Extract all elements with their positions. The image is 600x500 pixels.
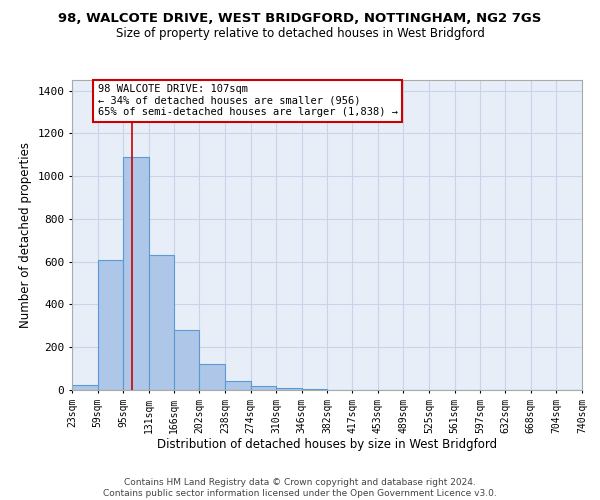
Text: Size of property relative to detached houses in West Bridgford: Size of property relative to detached ho… <box>116 28 484 40</box>
Bar <box>98 260 123 390</box>
Bar <box>174 330 199 390</box>
Bar <box>302 389 328 390</box>
Bar <box>225 382 251 390</box>
Text: 98, WALCOTE DRIVE, WEST BRIDGFORD, NOTTINGHAM, NG2 7GS: 98, WALCOTE DRIVE, WEST BRIDGFORD, NOTTI… <box>58 12 542 26</box>
Bar <box>123 157 149 390</box>
Text: Contains HM Land Registry data © Crown copyright and database right 2024.
Contai: Contains HM Land Registry data © Crown c… <box>103 478 497 498</box>
Y-axis label: Number of detached properties: Number of detached properties <box>19 142 32 328</box>
Bar <box>149 256 174 390</box>
Bar <box>251 386 276 390</box>
Bar <box>276 388 302 390</box>
Bar <box>72 384 98 390</box>
Bar <box>199 364 225 390</box>
Text: 98 WALCOTE DRIVE: 107sqm
← 34% of detached houses are smaller (956)
65% of semi-: 98 WALCOTE DRIVE: 107sqm ← 34% of detach… <box>98 84 398 117</box>
X-axis label: Distribution of detached houses by size in West Bridgford: Distribution of detached houses by size … <box>157 438 497 452</box>
